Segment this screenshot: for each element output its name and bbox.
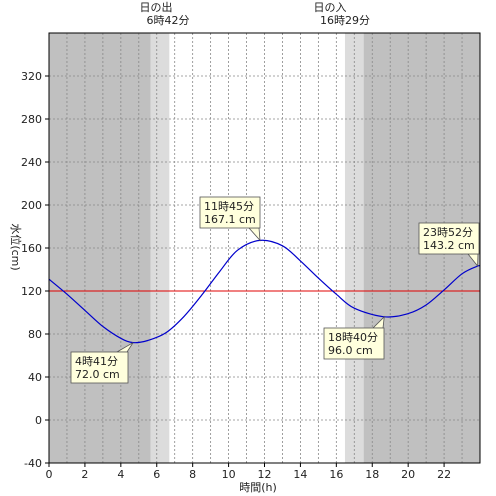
callout-value: 72.0 cm (75, 368, 120, 381)
y-tick-label: 160 (21, 242, 42, 255)
sunrise-time: 6時42分 (147, 14, 190, 27)
callout-value: 96.0 cm (328, 344, 373, 357)
x-tick-label: 12 (258, 468, 272, 481)
y-tick-label: 80 (28, 328, 42, 341)
callout-time: 23時52分 (423, 226, 473, 239)
x-tick-label: 14 (293, 468, 307, 481)
callout-box (70, 351, 129, 384)
sunset-title: 日の入 (314, 1, 347, 14)
callout-box (418, 222, 480, 255)
y-tick-label: 280 (21, 113, 42, 126)
y-tick-label: 200 (21, 199, 42, 212)
x-tick-label: 10 (222, 468, 236, 481)
callout-value: 143.2 cm (423, 239, 475, 252)
y-tick-label: 40 (28, 371, 42, 384)
x-axis-label: 時間(h) (239, 481, 277, 494)
callout-time: 18時40分 (328, 331, 378, 344)
sunset-time: 16時29分 (320, 14, 370, 27)
y-tick-label: 240 (21, 156, 42, 169)
x-tick-label: 8 (189, 468, 196, 481)
x-tick-label: 4 (117, 468, 124, 481)
callout-value: 167.1 cm (204, 213, 256, 226)
x-tick-label: 0 (46, 468, 53, 481)
x-tick-label: 20 (401, 468, 415, 481)
y-tick-label: 0 (35, 414, 42, 427)
x-tick-label: 6 (153, 468, 160, 481)
x-tick-label: 2 (81, 468, 88, 481)
y-tick-label: 320 (21, 70, 42, 83)
y-tick-label: 120 (21, 285, 42, 298)
callout-time: 11時45分 (204, 200, 254, 213)
y-tick-label: -40 (24, 457, 42, 470)
callout-time: 4時41分 (75, 355, 118, 368)
callout-box (323, 327, 385, 360)
y-axis-label: 水位(cm) (9, 223, 23, 270)
x-tick-label: 22 (437, 468, 451, 481)
axes: 0 2 4 6 8 10 12 14 16 18 20 22 -40 0 40 80 120 160 200 240 2… (21, 70, 451, 481)
x-tick-label: 16 (329, 468, 343, 481)
sunrise-title: 日の出 (140, 0, 173, 14)
callout-box (199, 196, 261, 229)
x-tick-label: 18 (365, 468, 379, 481)
